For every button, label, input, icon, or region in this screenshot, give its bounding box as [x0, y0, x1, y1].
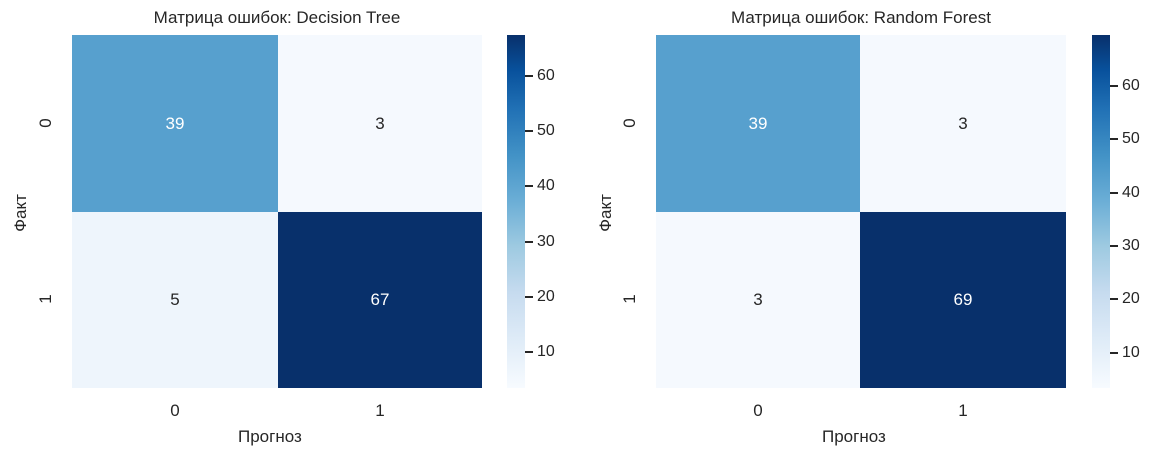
- cell-1-1: 67: [278, 212, 482, 388]
- colorbar-tick: [525, 241, 533, 243]
- x-axis-label: Прогноз: [822, 427, 886, 446]
- colorbar-label: 50: [1122, 130, 1140, 147]
- cell-1-0: 3: [656, 212, 860, 388]
- x-tick-1: 1: [375, 401, 385, 420]
- colorbar-tick: [525, 75, 533, 77]
- colorbar-tick: [1110, 138, 1118, 140]
- colorbar: [507, 35, 525, 388]
- colorbar-label: 20: [1122, 290, 1140, 307]
- cell-0-1: 3: [278, 35, 482, 212]
- colorbar-label: 30: [1122, 237, 1140, 254]
- colorbar-label: 50: [537, 122, 555, 139]
- cell-0-0: 39: [72, 35, 278, 212]
- colorbar-label: 20: [537, 288, 555, 305]
- chart-title: Матрица ошибок: Decision Tree: [153, 8, 401, 27]
- colorbar-label: 60: [1122, 77, 1140, 94]
- colorbar-tick: [525, 130, 533, 132]
- y-tick-0: 0: [620, 118, 639, 128]
- x-axis-label: Прогноз: [238, 427, 302, 446]
- colorbar-label: 10: [537, 343, 555, 360]
- cell-0-0: 39: [656, 35, 860, 212]
- cell-1-0: 5: [72, 212, 278, 388]
- colorbar-label: 30: [537, 233, 555, 250]
- y-tick-1: 1: [620, 294, 639, 304]
- colorbar-label: 40: [1122, 184, 1140, 201]
- colorbar-tick: [1110, 298, 1118, 300]
- x-tick-0: 0: [170, 401, 180, 420]
- colorbar-tick: [1110, 245, 1118, 247]
- chart-title: Матрица ошибок: Random Forest: [731, 8, 991, 27]
- x-tick-1: 1: [958, 401, 968, 420]
- x-tick-0: 0: [753, 401, 763, 420]
- colorbar-tick: [1110, 352, 1118, 354]
- colorbar-label: 10: [1122, 344, 1140, 361]
- confusion-matrix-heatmap: 39 3 3 69: [656, 35, 1066, 388]
- cell-1-1: 69: [860, 212, 1066, 388]
- colorbar-tick: [525, 296, 533, 298]
- colorbar-tick: [525, 185, 533, 187]
- cell-0-1: 3: [860, 35, 1066, 212]
- decision-tree-panel: Матрица ошибок: Decision Tree Факт 0 1 3…: [11, 8, 555, 446]
- colorbar-label: 40: [537, 177, 555, 194]
- colorbar-tick: [525, 351, 533, 353]
- colorbar-label: 60: [537, 67, 555, 84]
- colorbar-tick: [1110, 85, 1118, 87]
- confusion-matrix-heatmap: 39 3 5 67: [72, 35, 482, 388]
- colorbar-tick: [1110, 192, 1118, 194]
- colorbar: [1092, 35, 1110, 388]
- y-axis-label: Факт: [595, 194, 615, 232]
